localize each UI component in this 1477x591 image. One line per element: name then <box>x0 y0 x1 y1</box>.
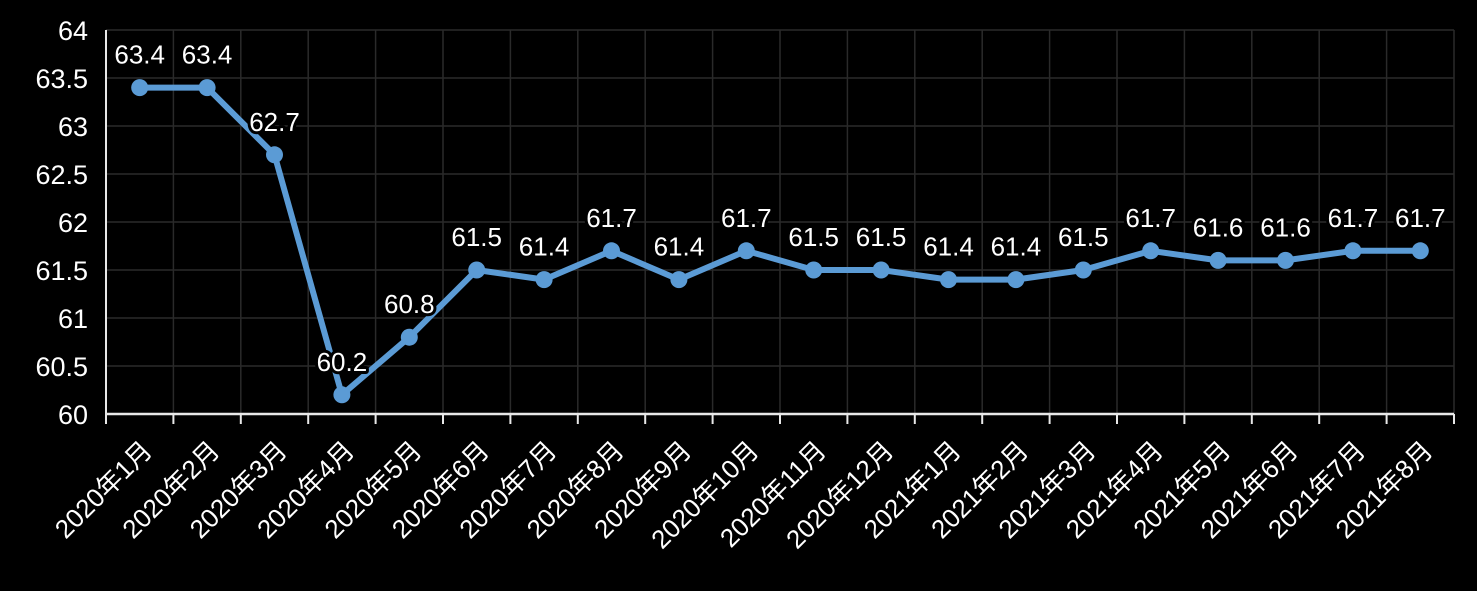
data-point-marker <box>535 271 553 289</box>
data-label: 61.7 <box>1125 203 1176 233</box>
data-point-marker <box>940 271 957 289</box>
data-point-marker <box>670 271 688 289</box>
data-point-marker <box>1074 261 1092 279</box>
data-label: 61.5 <box>856 222 907 252</box>
data-label: 61.4 <box>991 232 1042 262</box>
y-axis-label: 62.5 <box>35 160 88 190</box>
data-point-marker <box>805 261 823 279</box>
y-axis-label: 61.5 <box>35 256 88 286</box>
data-point-marker <box>737 242 755 260</box>
data-label: 61.7 <box>586 203 637 233</box>
y-axis-label: 63 <box>58 112 88 142</box>
series-line <box>136 84 1424 398</box>
data-label: 61.5 <box>788 222 839 252</box>
data-point-marker <box>198 79 216 97</box>
data-label: 60.2 <box>317 347 368 377</box>
data-point-marker <box>1411 242 1429 260</box>
data-point-marker <box>131 79 149 97</box>
data-point-marker <box>266 146 283 164</box>
y-axis-label: 60 <box>58 400 88 430</box>
y-axis-label: 63.5 <box>35 64 88 94</box>
data-label: 61.7 <box>1395 203 1446 233</box>
data-point-marker <box>468 261 486 279</box>
data-point-marker <box>1007 271 1025 289</box>
data-label: 62.7 <box>249 107 300 137</box>
data-point-marker <box>333 386 351 404</box>
data-label: 60.8 <box>384 289 435 319</box>
data-label: 61.4 <box>923 232 974 262</box>
data-point-marker <box>1277 251 1294 269</box>
data-label: 61.5 <box>451 222 502 252</box>
data-label: 61.7 <box>1328 203 1379 233</box>
data-point-marker <box>400 328 418 346</box>
y-axis-label: 61 <box>58 304 88 334</box>
data-label: 61.6 <box>1193 212 1244 242</box>
data-point-marker <box>603 242 620 260</box>
data-label: 61.6 <box>1260 212 1311 242</box>
data-label: 63.4 <box>114 40 165 70</box>
data-label: 61.5 <box>1058 222 1109 252</box>
y-axis-label: 60.5 <box>35 352 88 382</box>
data-point-marker <box>1142 242 1160 260</box>
data-label: 63.4 <box>182 40 233 70</box>
y-axis-label: 64 <box>58 16 88 46</box>
data-point-marker <box>1344 242 1362 260</box>
y-axis-label: 62 <box>58 208 88 238</box>
data-point-marker <box>872 261 890 279</box>
data-label: 61.7 <box>721 203 772 233</box>
data-point-marker <box>1209 251 1227 269</box>
data-label: 61.4 <box>654 232 705 262</box>
data-label: 61.4 <box>519 232 570 262</box>
